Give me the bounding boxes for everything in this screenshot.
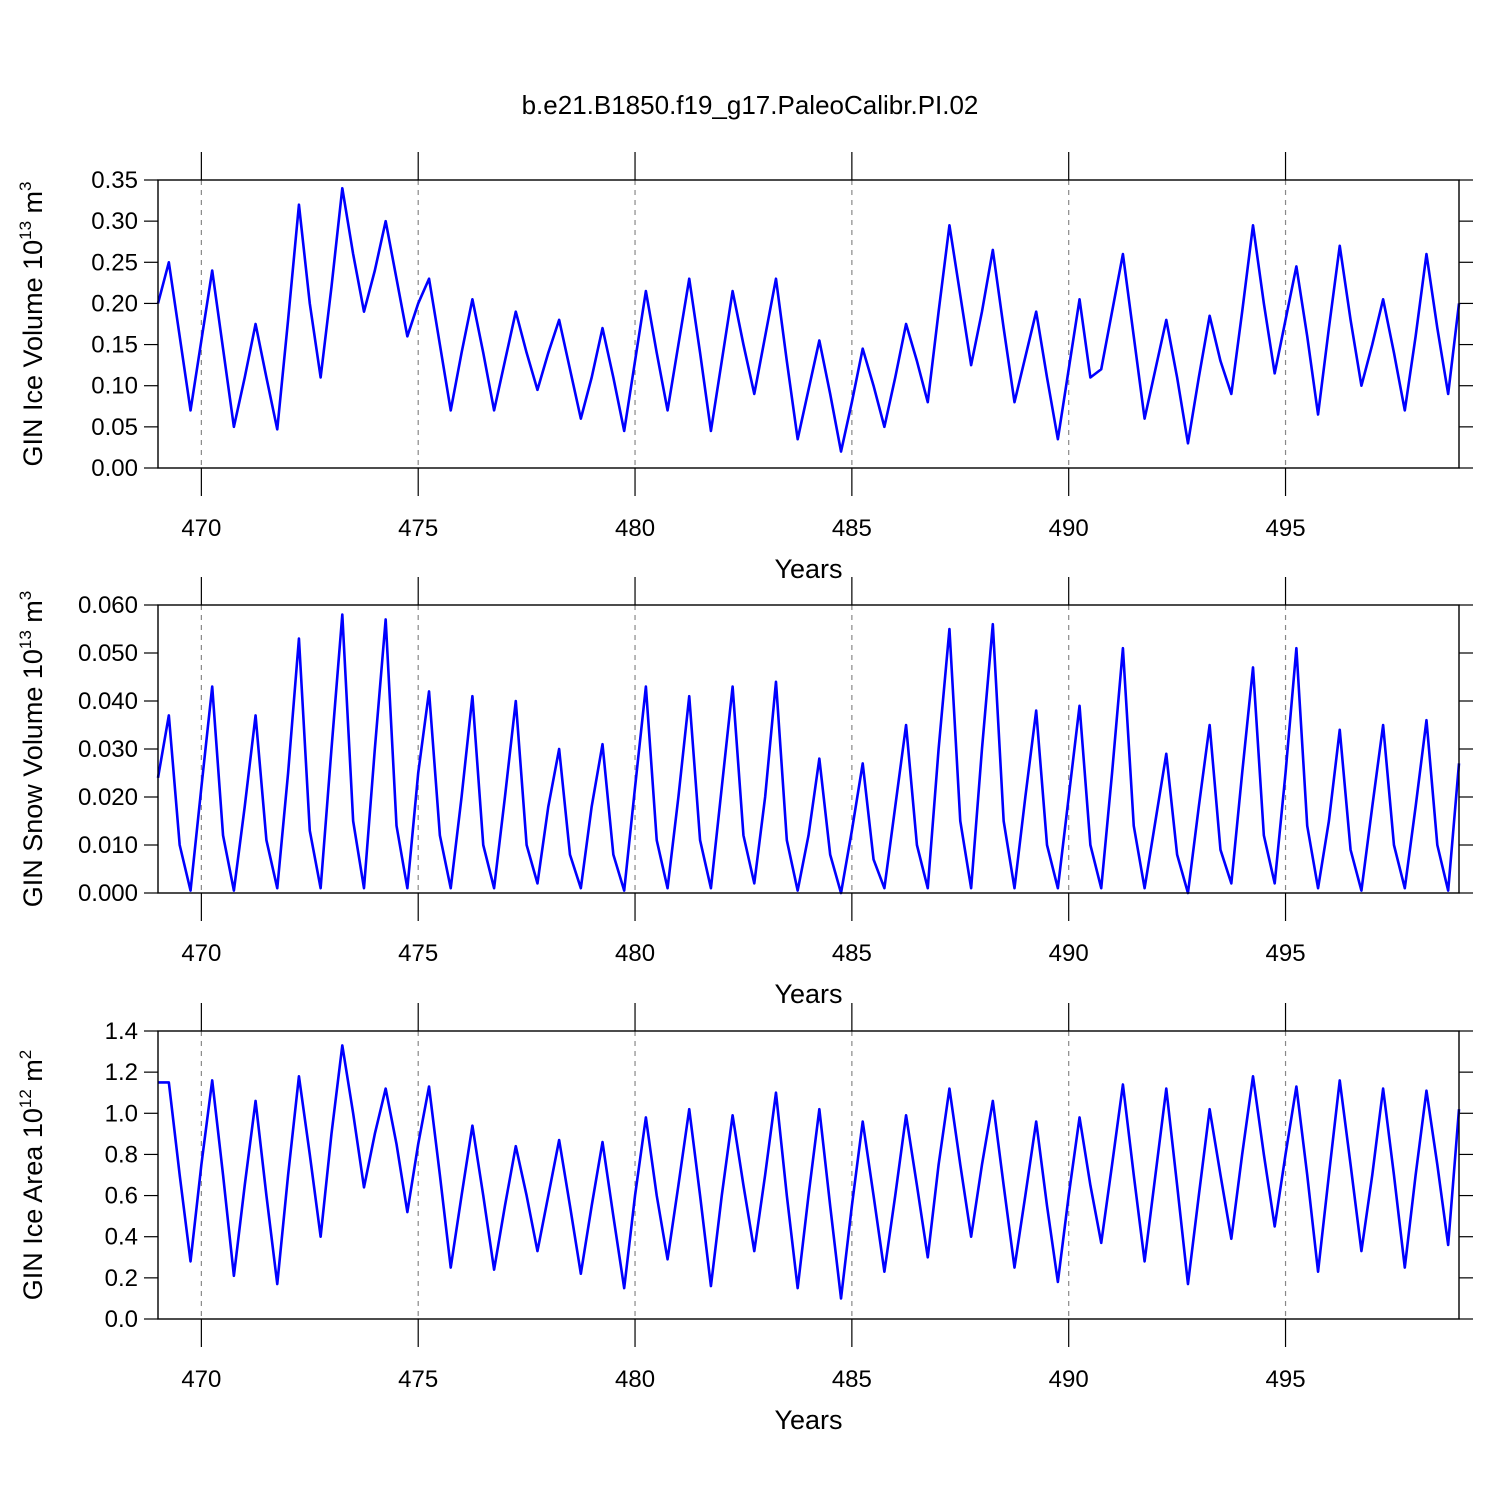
x-tick-label: 485: [832, 1366, 872, 1393]
x-tick-label: 495: [1266, 515, 1306, 542]
x-tick-label: 490: [1049, 1366, 1089, 1393]
data-line: [156, 186, 1461, 453]
x-tick-label: 475: [398, 1366, 438, 1393]
y-axis-title: GIN Ice Volume 1013 m3: [16, 181, 48, 466]
x-tick-label: 470: [181, 940, 221, 967]
y-tick-label: 0.30: [91, 208, 138, 235]
x-axis-title: Years: [774, 554, 842, 584]
y-axis-title-part: GIN Ice Area 10: [18, 1108, 48, 1300]
y-tick-label: 0.10: [91, 373, 138, 400]
plot-frame: [157, 604, 1460, 894]
plot-frame: [157, 1030, 1460, 1320]
y-axis-title-part: m: [18, 191, 48, 221]
x-tick-label: 480: [615, 940, 655, 967]
y-axis-title-part: GIN Ice Volume 10: [18, 240, 48, 467]
x-axis-title: Years: [774, 1405, 842, 1435]
x-tick-label: 470: [181, 1366, 221, 1393]
x-tick-label: 490: [1049, 515, 1089, 542]
x-tick-label: 470: [181, 515, 221, 542]
x-tick-label: 495: [1266, 940, 1306, 967]
y-axis-title-part: m: [18, 600, 48, 630]
y-axis-title: GIN Snow Volume 1013 m3: [16, 591, 48, 908]
y-tick-label: 0.050: [78, 640, 138, 667]
y-axis-title-part: GIN Snow Volume 10: [18, 649, 48, 907]
y-axis-title-exponent: 3: [16, 181, 35, 190]
y-tick-label: 0.8: [105, 1141, 138, 1168]
y-tick-label: 0.0: [105, 1306, 138, 1333]
data-line: [158, 1044, 1461, 1300]
x-tick-label: 480: [615, 1366, 655, 1393]
x-tick-label: 495: [1266, 1366, 1306, 1393]
x-tick-label: 475: [398, 940, 438, 967]
y-tick-label: 0.35: [91, 167, 138, 194]
x-tick-label: 480: [615, 515, 655, 542]
y-tick-label: 1.2: [105, 1059, 138, 1086]
x-tick-label: 485: [832, 940, 872, 967]
y-axis-title-exponent: 12: [16, 1089, 35, 1108]
y-tick-label: 0.030: [78, 736, 138, 763]
y-tick-label: 1.4: [105, 1018, 138, 1045]
y-axis-title-exponent: 13: [16, 630, 35, 649]
y-tick-label: 0.010: [78, 832, 138, 859]
y-tick-label: 0.6: [105, 1183, 138, 1210]
y-tick-label: 0.040: [78, 688, 138, 715]
y-tick-label: 0.2: [105, 1265, 138, 1292]
y-tick-label: 0.20: [91, 290, 138, 317]
y-tick-label: 0.4: [105, 1224, 138, 1251]
data-line: [156, 613, 1461, 895]
y-tick-label: 0.000: [78, 880, 138, 907]
y-tick-label: 0.15: [91, 332, 138, 359]
y-axis-title: GIN Ice Area 1012 m2: [16, 1050, 48, 1301]
x-tick-label: 490: [1049, 940, 1089, 967]
y-axis-title-exponent: 13: [16, 221, 35, 240]
y-tick-label: 0.05: [91, 414, 138, 441]
y-axis-title-exponent: 3: [16, 591, 35, 600]
y-tick-label: 1.0: [105, 1100, 138, 1127]
x-tick-label: 475: [398, 515, 438, 542]
y-tick-label: 0.00: [91, 455, 138, 482]
x-tick-label: 485: [832, 515, 872, 542]
y-axis-title-part: m: [18, 1059, 48, 1089]
x-axis-title: Years: [774, 979, 842, 1009]
plot-frame: [157, 179, 1460, 469]
y-tick-label: 0.060: [78, 592, 138, 619]
figure-title: b.e21.B1850.f19_g17.PaleoCalibr.PI.02: [522, 90, 979, 120]
y-axis-title-exponent: 2: [16, 1050, 35, 1059]
y-tick-label: 0.020: [78, 784, 138, 811]
y-tick-label: 0.25: [91, 249, 138, 276]
